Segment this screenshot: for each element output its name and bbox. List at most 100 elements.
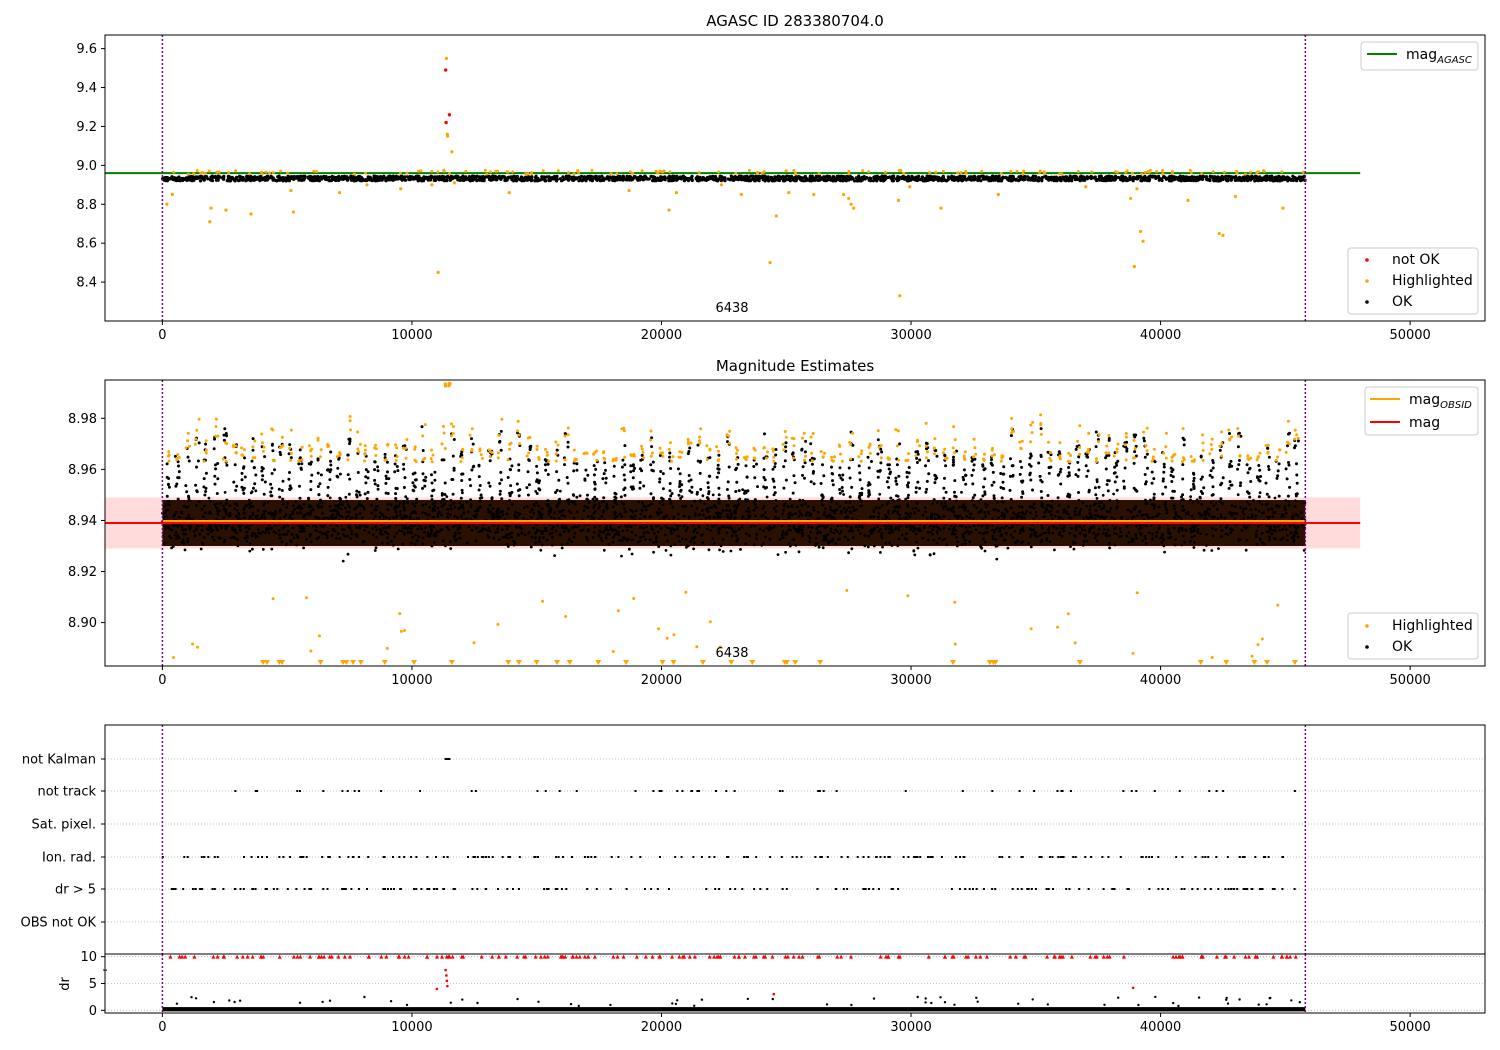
ok-point xyxy=(1162,470,1166,474)
ok-point xyxy=(990,458,993,462)
ok-point xyxy=(349,176,353,180)
ok-point xyxy=(456,528,460,531)
ok-point xyxy=(298,174,303,179)
ok-point xyxy=(324,175,328,179)
ok-point xyxy=(428,505,431,509)
ok-point xyxy=(701,494,705,498)
ok-point xyxy=(611,505,615,509)
highlighted-point xyxy=(1139,229,1143,234)
ok-point xyxy=(745,509,749,513)
ok-point xyxy=(1004,507,1007,511)
ok-point xyxy=(1237,431,1241,435)
ok-point xyxy=(474,539,478,543)
ok-point xyxy=(895,482,899,486)
ok-point xyxy=(1257,478,1261,482)
ok-point xyxy=(661,503,665,507)
ok-point xyxy=(390,175,394,179)
ok-point xyxy=(1296,439,1300,443)
ok-point xyxy=(776,176,780,180)
ok-point xyxy=(1293,499,1297,503)
ok-point xyxy=(1142,175,1146,179)
ok-point xyxy=(1078,513,1081,516)
ok-point xyxy=(1105,483,1109,486)
ok-point xyxy=(1254,514,1258,518)
ok-point xyxy=(408,178,412,182)
ok-point xyxy=(526,175,530,179)
ok-point xyxy=(410,512,413,515)
ok-point xyxy=(717,527,720,530)
ok-point xyxy=(726,513,729,516)
highlighted-point xyxy=(1124,170,1128,174)
ok-point xyxy=(571,526,574,530)
ok-point xyxy=(735,177,740,181)
ok-point xyxy=(1266,446,1270,450)
ok-point xyxy=(363,528,367,532)
ok-point xyxy=(223,540,226,544)
ok-point xyxy=(848,495,852,499)
ok-point xyxy=(1150,174,1154,178)
ok-point xyxy=(214,467,218,471)
ok-point xyxy=(678,472,682,476)
ok-point xyxy=(509,484,513,488)
ok-point xyxy=(658,500,662,504)
ok-point xyxy=(964,506,968,509)
ok-point xyxy=(240,485,244,489)
ok-point xyxy=(298,484,301,488)
ok-point xyxy=(676,467,680,471)
ok-point xyxy=(1111,523,1115,527)
ok-point xyxy=(378,515,382,519)
ok-point xyxy=(499,177,503,181)
ok-point xyxy=(735,480,739,484)
ok-point xyxy=(1189,527,1192,531)
ok-point xyxy=(466,176,471,180)
ok-point xyxy=(907,493,910,497)
highlighted-point xyxy=(399,187,403,191)
ok-point xyxy=(517,468,521,472)
ok-point xyxy=(758,527,762,531)
highlighted-point xyxy=(1223,170,1226,174)
ok-point xyxy=(950,532,954,536)
highlighted-point xyxy=(450,150,454,154)
ok-point xyxy=(1169,466,1173,470)
ok-point xyxy=(1189,495,1192,498)
ok-point xyxy=(685,526,689,529)
ok-point xyxy=(1246,516,1250,519)
ok-point xyxy=(1238,176,1242,180)
ok-point xyxy=(1236,493,1240,497)
ok-point xyxy=(520,176,525,180)
ok-point xyxy=(522,506,526,509)
ok-point xyxy=(1084,464,1088,468)
highlighted-point xyxy=(267,171,271,175)
ok-point xyxy=(958,505,961,509)
ok-point xyxy=(595,175,599,179)
ok-point xyxy=(915,461,919,464)
highlighted-point xyxy=(1090,170,1094,174)
ok-point xyxy=(905,475,909,479)
ok-point xyxy=(764,535,767,539)
ok-point xyxy=(1178,515,1182,519)
ok-point xyxy=(829,530,833,533)
ok-point xyxy=(1058,178,1062,182)
ok-point xyxy=(1199,454,1203,458)
ok-point xyxy=(753,524,757,528)
ok-point xyxy=(1221,476,1225,480)
ok-point xyxy=(440,177,444,181)
ok-point xyxy=(765,486,768,489)
ok-point xyxy=(1125,534,1129,538)
highlighted-point xyxy=(1262,169,1265,173)
ok-point xyxy=(1108,534,1111,537)
ok-point xyxy=(569,511,573,514)
ok-point xyxy=(768,528,771,532)
highlighted-point xyxy=(1189,171,1193,175)
ok-point xyxy=(598,524,601,528)
ok-point xyxy=(553,554,556,557)
ok-point xyxy=(943,454,947,458)
ok-point xyxy=(1284,467,1288,471)
ok-point xyxy=(1197,500,1200,504)
highlighted-point xyxy=(1143,170,1147,174)
ok-point xyxy=(1181,477,1185,481)
ok-point xyxy=(1229,483,1233,487)
ok-point xyxy=(1178,526,1182,530)
ok-point xyxy=(423,479,427,483)
ok-point xyxy=(623,177,627,181)
